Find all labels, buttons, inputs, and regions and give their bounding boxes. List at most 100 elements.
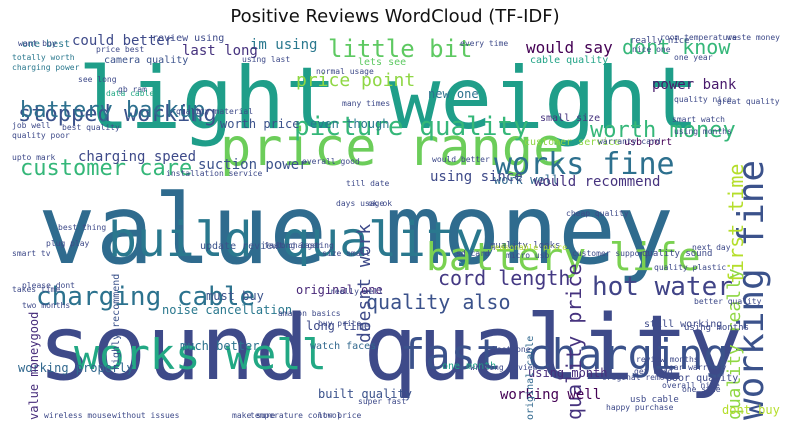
cloud-word: battery backup — [20, 98, 206, 123]
cloud-word: using last — [242, 55, 291, 64]
cloud-word: new one — [428, 87, 479, 101]
cloud-word: camera quality — [104, 55, 189, 66]
cloud-word: stopped working — [18, 102, 217, 127]
cloud-word: smart tv — [12, 249, 51, 258]
cloud-word: buy price — [318, 319, 362, 328]
cloud-word: worth money — [590, 118, 736, 143]
cloud-word: wireless mouse — [44, 411, 112, 420]
cloud-word: every time — [460, 39, 509, 48]
cloud-word: review using — [152, 34, 225, 44]
cloud-word: quality sound — [642, 249, 713, 259]
cloud-word: dont know — [622, 35, 731, 59]
cloud-word: built quality — [318, 387, 412, 401]
cloud-word: working properly — [18, 361, 134, 375]
cloud-word: upto mark — [12, 153, 56, 162]
cloud-word: next day — [692, 243, 731, 252]
cloud-word: customer care — [20, 156, 193, 181]
cloud-word: customer service — [524, 137, 621, 148]
cloud-word: highly recommend — [111, 273, 122, 370]
cloud-word: could better — [72, 34, 174, 49]
cloud-word: worth price — [220, 117, 300, 131]
cloud-word: value moneygood — [27, 311, 41, 420]
cloud-word: would say — [526, 38, 613, 57]
cloud-word: quality plastic — [654, 263, 727, 272]
cloud-word: overall nice — [662, 381, 720, 390]
cloud-word: last long — [182, 43, 258, 59]
cloud-word: fast charging — [400, 330, 729, 379]
cloud-word: small size — [540, 113, 601, 124]
cloud-word: sound quality — [38, 296, 743, 401]
cloud-word: cable quality — [530, 55, 609, 66]
cloud-word: battery life — [426, 235, 701, 279]
cloud-word: size small — [322, 249, 371, 258]
cloud-word: one best — [22, 39, 71, 50]
cloud-word: works well — [74, 330, 327, 379]
cloud-word: suction power — [198, 157, 308, 173]
cloud-word: would better — [432, 155, 490, 164]
cloud-word: sd card — [456, 249, 490, 258]
cloud-word: installation service — [166, 169, 263, 178]
cloud-word: one month — [442, 361, 497, 372]
cloud-word: first time — [724, 163, 748, 284]
cloud-word: please dont — [22, 281, 75, 290]
cloud-word: year warranty — [664, 363, 727, 372]
cloud-word: warranty card — [598, 137, 661, 146]
cloud-word: quality looks — [490, 241, 561, 251]
cloud-word: value money — [38, 174, 674, 286]
cloud-word: plug play — [46, 239, 90, 248]
word-cloud: value money sound quality light weight pric… — [12, 34, 780, 420]
cloud-word: must buy — [206, 289, 264, 303]
cloud-word: room temperature — [660, 34, 738, 42]
cloud-word: hot water — [592, 272, 733, 302]
cloud-word: data cable — [106, 89, 155, 98]
cloud-word: really nice — [630, 36, 690, 46]
cloud-word: two months — [22, 301, 71, 310]
cloud-word: quality really — [724, 268, 745, 420]
cloud-word: happy purchase — [606, 403, 674, 412]
cloud-word: super fast — [358, 397, 407, 406]
cloud-word: nice one — [632, 45, 671, 54]
cloud-word: price point — [296, 70, 416, 91]
cloud-word: work well — [494, 173, 560, 187]
cloud-word: still working — [644, 319, 723, 330]
cloud-word: micro usb — [506, 251, 550, 260]
cloud-word: quality poor — [12, 131, 70, 140]
cloud-word: noise cancellation — [162, 303, 293, 317]
cloud-word: would recommend — [534, 174, 661, 190]
cloud-word: overall good — [302, 157, 360, 166]
cloud-word: lets see — [358, 57, 407, 68]
cloud-word: low price — [318, 411, 362, 420]
cloud-word: smart watch — [672, 115, 725, 124]
cloud-word: waste money — [727, 34, 780, 42]
cloud-word: gb ram — [118, 85, 147, 94]
cloud-word: using month — [528, 366, 608, 380]
cloud-word: dont buy — [722, 403, 780, 417]
cloud-word: picture quality — [294, 112, 529, 142]
cloud-word: original remote — [602, 373, 675, 382]
cloud-word: update review — [200, 241, 279, 252]
cloud-word: see long — [78, 75, 117, 84]
cloud-word: using since — [430, 169, 523, 185]
cloud-word: amazon basics — [278, 309, 341, 318]
cloud-word: without issues — [112, 411, 180, 420]
cloud-word: charging cable — [36, 282, 256, 312]
cloud-word: usb port — [624, 137, 673, 148]
cloud-word: takes time — [12, 285, 61, 294]
cloud-word: quality also — [366, 290, 511, 314]
cloud-word: normal usage — [316, 67, 374, 76]
cloud-word: great quality — [717, 97, 780, 106]
cloud-word: works fine — [494, 147, 675, 182]
cloud-word: long time — [306, 319, 372, 333]
cloud-word: days usage — [336, 199, 385, 208]
cloud-word: reasonable price — [490, 243, 568, 252]
cloud-word: usb cable — [630, 395, 679, 405]
cloud-word: charging power — [12, 63, 80, 72]
cloud-word: using months — [674, 127, 732, 136]
cloud-word: better quality — [694, 297, 762, 306]
cloud-word: using months — [684, 323, 750, 333]
cloud-word: last one — [492, 345, 531, 354]
cloud-word: till date — [346, 179, 390, 188]
cloud-word: job well — [12, 121, 51, 130]
cloud-word: build quality — [108, 212, 484, 268]
cloud-word: little bit — [328, 35, 473, 63]
